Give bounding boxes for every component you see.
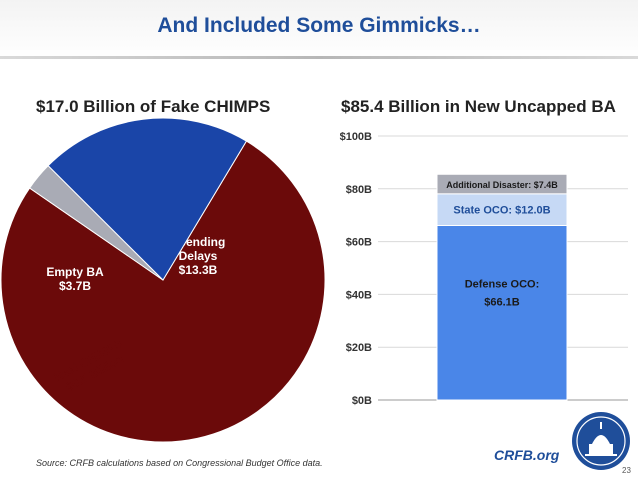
y-tick-label: $20B bbox=[346, 342, 372, 354]
pie-slice-label-line: $3.7B bbox=[59, 279, 91, 293]
bar-segment-label-0: Defense OCO: $66.1B bbox=[465, 278, 540, 308]
bar-segment-1 bbox=[436, 193, 568, 226]
pie-slice-label-2: Empty BA $3.7B bbox=[46, 265, 104, 293]
y-tick-label: $0B bbox=[352, 395, 372, 407]
y-tick-label: $80B bbox=[346, 184, 372, 196]
title-band bbox=[0, 0, 638, 58]
pie-chart-title: $17.0 Billion of Fake CHIMPS bbox=[36, 97, 271, 116]
bar-segment-0 bbox=[436, 224, 568, 401]
capitol-seal-icon bbox=[572, 412, 630, 470]
bar-segment-label-1: State OCO: $12.0B bbox=[453, 205, 550, 217]
bar-segment-label-line: Defense OCO: bbox=[465, 278, 540, 290]
bar-segment-label-line: Additional Disaster: $7.4B bbox=[446, 180, 558, 190]
bar-chart-title: $85.4 Billion in New Uncapped BA bbox=[341, 97, 616, 116]
bar-segment-label-line: $66.1B bbox=[484, 296, 520, 308]
source-note: Source: CRFB calculations based on Congr… bbox=[36, 458, 323, 468]
bar-segment-label-2: Additional Disaster: $7.4B bbox=[446, 180, 558, 190]
y-tick-label: $60B bbox=[346, 237, 372, 249]
y-tick-label: $40B bbox=[346, 289, 372, 301]
bar-segment-2 bbox=[436, 173, 568, 195]
pie-slice-2 bbox=[47, 117, 248, 281]
pie-slice-0 bbox=[0, 140, 326, 443]
pie-slice-label-line: Delays bbox=[179, 249, 218, 263]
site-link[interactable]: CRFB.org bbox=[494, 447, 560, 463]
bar-segment-label-line: State OCO: $12.0B bbox=[453, 205, 550, 217]
title-divider bbox=[0, 56, 638, 59]
slide-title: And Included Some Gimmicks… bbox=[157, 14, 481, 37]
page-number: 23 bbox=[622, 466, 631, 475]
pie-slice-label-line: $13.3B bbox=[179, 263, 218, 277]
pie-slice-label-line: Empty BA bbox=[46, 265, 104, 279]
y-tick-label: $100B bbox=[340, 131, 372, 143]
